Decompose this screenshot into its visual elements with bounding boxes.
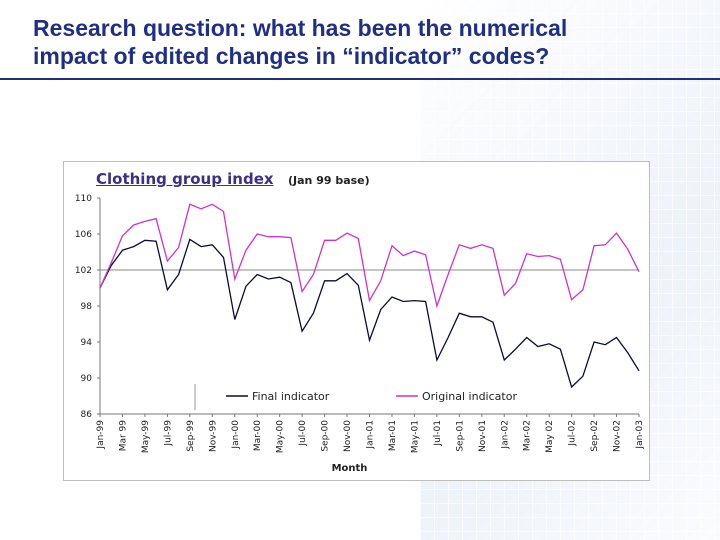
- chart-title: Clothing group index: [96, 170, 274, 188]
- x-tick-label: Jan-01: [366, 420, 376, 450]
- series-line-final-indicator: [99, 238, 640, 389]
- series-line-original-indicator: [99, 203, 640, 309]
- x-tick-label: Jan-02: [500, 420, 510, 450]
- y-tick-label: 86: [81, 410, 93, 420]
- x-tick-label: May-01: [410, 420, 420, 453]
- legend-label: Original indicator: [422, 390, 517, 403]
- x-tick-label: May-99: [141, 420, 151, 453]
- x-tick-label: Nov-02: [613, 420, 623, 452]
- x-tick-label: Sep-02: [590, 420, 600, 452]
- y-tick-label: 106: [75, 230, 92, 240]
- x-tick-label: Jan-99: [96, 420, 106, 450]
- slide-title: Research question: what has been the num…: [33, 14, 693, 70]
- x-tick-label: Jul-02: [568, 420, 578, 447]
- x-tick-label: Sep-99: [186, 420, 196, 452]
- chart-subtitle: (Jan 99 base): [288, 174, 370, 187]
- x-tick-label: Mar-02: [523, 420, 533, 451]
- x-tick-label: Jul-00: [298, 420, 308, 447]
- x-tick-label: Sep-01: [455, 420, 465, 452]
- line-chart: 86 90 94 98 102 106 110 Jan-99 Mar 99 May-99 Jul-9…: [75, 194, 645, 474]
- x-tick-label: Jul-01: [433, 420, 443, 447]
- x-tick-label: Nov-01: [478, 420, 488, 452]
- x-tick-label: Jan-00: [231, 420, 241, 450]
- title-underline-rule: [0, 78, 720, 80]
- x-tick-label: Mar 99: [118, 420, 128, 452]
- y-tick-label: 90: [81, 374, 93, 384]
- x-tick-label: Mar-00: [253, 420, 263, 451]
- x-tick-label: Jan-03: [635, 420, 645, 450]
- x-tick-label: May 02: [545, 420, 555, 453]
- x-axis-title: Month: [332, 463, 368, 474]
- x-tick-label: May-00: [276, 420, 286, 453]
- y-tick-label: 94: [81, 338, 93, 348]
- slide-title-line-2: impact of edited changes in “indicator” …: [33, 43, 550, 69]
- x-tick-label: Nov-99: [208, 420, 218, 452]
- legend-label: Final indicator: [252, 390, 330, 403]
- x-tick-label: Mar-01: [388, 420, 398, 451]
- x-tick-label: Jul-99: [163, 420, 173, 447]
- y-tick-label: 110: [75, 194, 92, 204]
- y-tick-label: 102: [75, 266, 92, 276]
- x-tick-label: Sep-00: [321, 420, 331, 452]
- slide-title-line-1: Research question: what has been the num…: [33, 15, 568, 41]
- x-tick-label: Nov-00: [343, 420, 353, 452]
- y-tick-label: 98: [81, 302, 93, 312]
- chart-panel: Clothing group index (Jan 99 base) 86 90 9…: [63, 161, 650, 481]
